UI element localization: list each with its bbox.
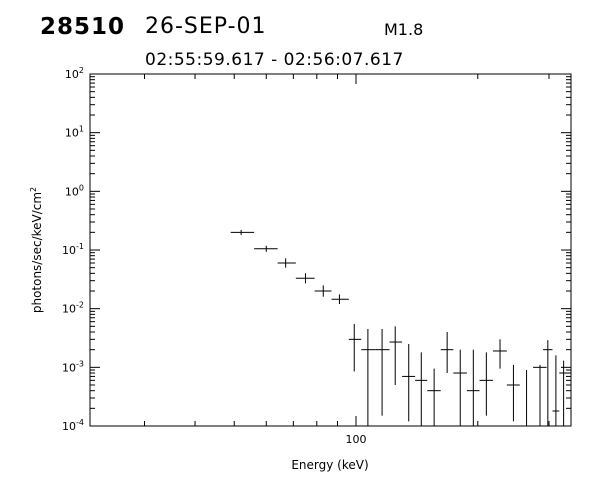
data-point xyxy=(440,332,454,374)
y-tick-base: 10 xyxy=(62,244,76,257)
data-point xyxy=(230,229,255,236)
y-tick-label: 10-4 xyxy=(62,418,84,433)
data-point xyxy=(427,368,441,426)
data-point xyxy=(389,326,403,385)
y-axis-label: photons/sec/keV/cm2 xyxy=(29,187,44,313)
y-tick-base: 10 xyxy=(65,185,79,198)
event-id: 28510 xyxy=(40,14,126,40)
axis-ticks xyxy=(90,73,571,427)
y-tick-exponent: -2 xyxy=(76,301,84,310)
data-point xyxy=(277,258,296,268)
data-point xyxy=(295,273,315,284)
data-point xyxy=(543,340,553,426)
time-range: 02:55:59.617 - 02:56:07.617 xyxy=(145,50,404,70)
data-point xyxy=(375,329,390,416)
y-tick-label: 10-2 xyxy=(62,301,84,316)
data-point xyxy=(552,355,560,426)
data-point xyxy=(466,349,480,426)
y-tick-exponent: -4 xyxy=(76,418,84,427)
y-tick-base: 10 xyxy=(65,127,79,140)
data-point xyxy=(479,352,493,416)
event-date: 26-SEP-01 xyxy=(145,14,267,39)
y-tick-label: 10-3 xyxy=(62,359,84,374)
data-point xyxy=(453,349,467,426)
y-tick-base: 10 xyxy=(62,303,76,316)
data-point xyxy=(415,352,428,426)
data-point xyxy=(331,294,349,305)
data-point xyxy=(402,343,416,422)
data-point xyxy=(361,329,376,426)
y-tick-exponent: 0 xyxy=(79,183,84,192)
data-point xyxy=(533,364,547,426)
x-tick-label: 100 xyxy=(346,433,367,446)
y-tick-label: 101 xyxy=(65,125,84,140)
y-axis-label-superscript: 2 xyxy=(29,187,38,192)
y-tick-base: 10 xyxy=(65,68,79,81)
y-tick-exponent: 1 xyxy=(79,125,84,134)
data-point xyxy=(254,245,278,252)
y-tick-exponent: -3 xyxy=(76,359,84,368)
x-axis-label: Energy (keV) xyxy=(291,458,368,472)
y-tick-label: 102 xyxy=(65,66,84,81)
y-tick-label: 100 xyxy=(65,183,84,198)
x-tick-labels: 100 xyxy=(346,433,367,446)
data-point xyxy=(559,360,568,426)
data-point xyxy=(506,364,520,422)
data-point xyxy=(314,285,332,297)
y-tick-base: 10 xyxy=(62,361,76,374)
y-tick-exponent: -1 xyxy=(76,242,84,251)
y-axis-label-text: photons/sec/keV/cm xyxy=(30,192,44,313)
data-point xyxy=(492,339,507,369)
plot-frame xyxy=(89,73,572,427)
y-tick-exponent: 2 xyxy=(79,66,84,75)
data-points xyxy=(230,229,568,427)
y-tick-label: 10-1 xyxy=(62,242,84,257)
flare-class: M1.8 xyxy=(384,20,424,39)
y-tick-base: 10 xyxy=(62,420,76,433)
data-point xyxy=(348,323,362,372)
data-point xyxy=(519,370,534,427)
